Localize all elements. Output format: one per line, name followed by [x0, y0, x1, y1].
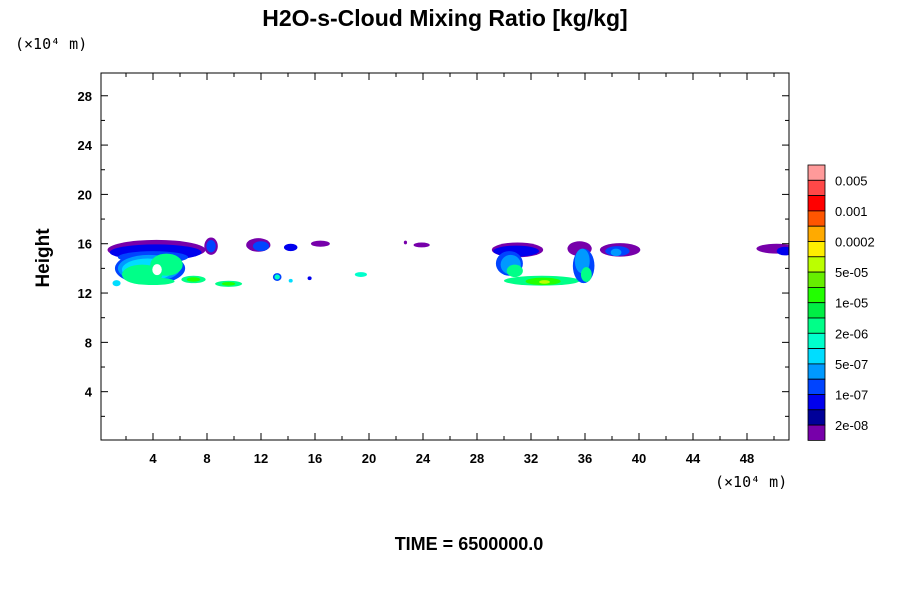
- x-tick-label: 40: [632, 451, 646, 466]
- colorbar-label: 2e-06: [835, 326, 868, 341]
- colorbar-swatch: [807, 409, 826, 426]
- colorbar-swatch: [807, 332, 826, 349]
- colorbar-swatch: [807, 378, 826, 395]
- cloud-region: [221, 281, 236, 286]
- cloud-region: [310, 240, 330, 247]
- x-tick-label: 20: [362, 451, 376, 466]
- cloud-region: [152, 264, 162, 276]
- colorbar-label: 0.001: [835, 204, 868, 219]
- y-tick-label: 16: [78, 237, 92, 252]
- colorbar-swatch: [807, 179, 826, 197]
- x-tick-label: 8: [203, 451, 210, 466]
- y-unit-label: (×10⁴ m): [15, 35, 87, 53]
- x-tick-label: 48: [740, 451, 754, 466]
- colorbar-label: 0.005: [835, 173, 868, 188]
- x-tick-label: 36: [578, 451, 592, 466]
- x-tick-label: 32: [524, 451, 538, 466]
- time-footer: TIME = 6500000.0: [395, 534, 544, 554]
- cloud-region: [274, 274, 280, 280]
- y-tick-label: 4: [85, 385, 93, 400]
- x-tick-label: 16: [308, 451, 322, 466]
- y-tick-label: 12: [78, 286, 92, 301]
- colorbar-swatch: [807, 317, 826, 334]
- colorbar-swatch: [807, 195, 826, 212]
- cloud-region: [252, 241, 270, 252]
- cloud-region: [413, 242, 430, 248]
- colorbar-swatch: [807, 210, 826, 227]
- colorbar-label: 1e-05: [835, 296, 868, 311]
- colorbar-label: 2e-08: [835, 418, 868, 433]
- cloud-region: [307, 276, 312, 281]
- cloud-region: [574, 248, 590, 274]
- colorbar-swatch: [807, 394, 826, 411]
- cloud-region: [206, 240, 216, 253]
- colorbar-swatch: [807, 256, 826, 273]
- x-tick-label: 12: [254, 451, 268, 466]
- colorbar-label: 1e-07: [835, 388, 868, 403]
- x-unit-label: (×10⁴ m): [715, 473, 787, 491]
- colorbar-swatch: [807, 225, 826, 242]
- cloud-region: [403, 240, 408, 245]
- colorbar-label: 5e-07: [835, 357, 868, 372]
- cloud-region: [288, 278, 293, 283]
- plot-frame: [100, 72, 790, 441]
- cloud-region: [776, 246, 789, 256]
- cloud-region: [756, 243, 789, 254]
- colorbar-swatch: [807, 271, 826, 288]
- cloud-region: [580, 267, 592, 282]
- cloud-region: [131, 277, 175, 286]
- x-tick-label: 24: [416, 451, 431, 466]
- colorbar: 0.005 0.001 0.0002 5e-05 1e-05 2e-06 5e-07 1e-0…: [807, 164, 875, 441]
- colorbar-swatch: [807, 363, 826, 380]
- y-tick-label: 28: [78, 89, 92, 104]
- chart-title: H2O-s-Cloud Mixing Ratio [kg/kg]: [262, 5, 627, 31]
- colorbar-swatch: [807, 424, 826, 441]
- cloud-region: [283, 243, 298, 252]
- colorbar-swatch: [807, 164, 826, 181]
- cloud-field: [107, 237, 789, 287]
- x-tick-label: 4: [149, 451, 157, 466]
- cloud-region: [354, 272, 367, 278]
- colorbar-label: 0.0002: [835, 235, 875, 250]
- y-tick-label: 20: [78, 187, 92, 202]
- colorbar-swatch: [807, 302, 826, 319]
- y-tick-label: 8: [85, 335, 92, 350]
- colorbar-swatch: [807, 286, 826, 304]
- colorbar-swatch: [807, 348, 826, 365]
- y-tick-label: 24: [78, 138, 93, 153]
- cloud-region: [112, 280, 121, 287]
- y-axis-label: Height: [33, 228, 54, 288]
- cloud-region: [610, 248, 622, 257]
- cloud-region: [539, 280, 550, 284]
- cloud-region: [506, 264, 523, 278]
- x-tick-label: 44: [686, 451, 701, 466]
- x-tick-label: 28: [470, 451, 484, 466]
- colorbar-label: 5e-05: [835, 265, 868, 280]
- cloud-region: [186, 277, 201, 282]
- colorbar-swatch: [807, 241, 826, 258]
